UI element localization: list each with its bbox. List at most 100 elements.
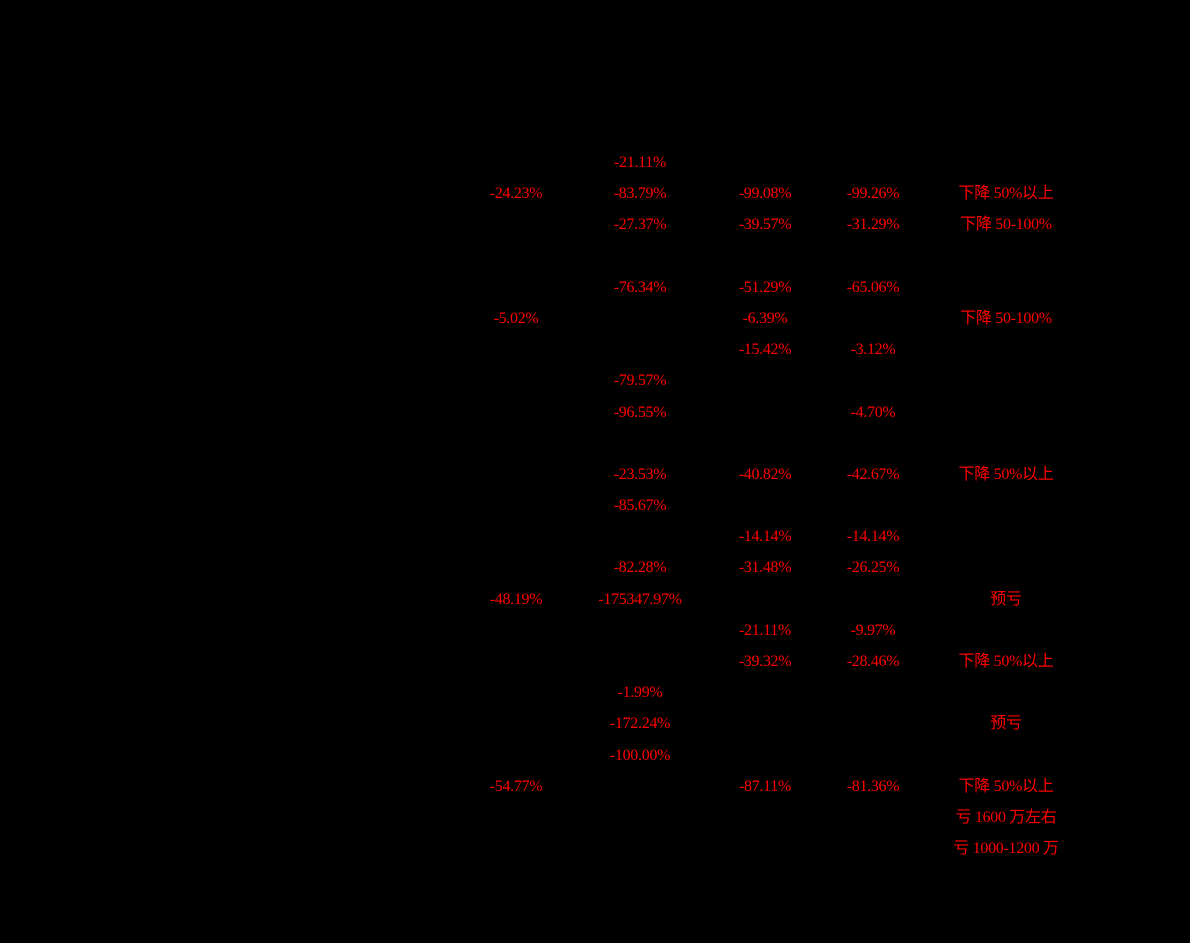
col-5-forecast xyxy=(931,334,1081,365)
col-5-forecast xyxy=(931,241,1081,272)
col-2-value: -21.11% xyxy=(614,154,666,171)
table-row: -85.67% xyxy=(0,490,1190,521)
col-2-value: -23.53% xyxy=(613,465,667,483)
col-4-value xyxy=(813,677,933,708)
col-5-forecast xyxy=(931,397,1081,428)
table-row: -23.53% -40.82% -42.67% 下降 50%以上 xyxy=(0,459,1190,490)
col-4-value: -9.97% xyxy=(850,621,896,639)
col-3-value: -40.82% xyxy=(738,465,792,483)
col-3-value: -21.11% xyxy=(739,621,791,639)
col-1-value xyxy=(456,833,576,864)
col-5-forecast: 预亏 xyxy=(990,590,1022,608)
col-2-value xyxy=(575,646,705,677)
financial-data-table: -21.11% -24.23% -83.79% -99.08% -99.26% 下降 50… xyxy=(0,147,1190,864)
col-1-value xyxy=(456,241,576,272)
col-3-value: -51.29% xyxy=(738,278,792,296)
col-5-forecast xyxy=(931,677,1081,708)
col-2-value: -1.99% xyxy=(617,684,663,702)
table-row: -5.02% -6.39% 下降 50-100% xyxy=(0,303,1190,334)
table-row: -15.42% -3.12% xyxy=(0,334,1190,365)
col-5-forecast: 预亏 xyxy=(990,715,1022,733)
col-1-value: -24.23% xyxy=(489,185,543,203)
col-4-value xyxy=(813,241,933,272)
col-2-value: -175347.97% xyxy=(598,590,682,608)
col-3-value xyxy=(705,802,825,833)
col-1-value xyxy=(456,646,576,677)
col-1-value: -5.02% xyxy=(493,309,539,327)
col-3-value xyxy=(705,241,825,272)
col-5-forecast xyxy=(931,740,1081,771)
table-row: -27.37% -39.57% -31.29% 下降 50-100% xyxy=(0,209,1190,240)
col-4-value xyxy=(813,802,933,833)
col-4-value: -31.29% xyxy=(846,216,900,234)
col-3-value: -99.08% xyxy=(738,185,792,203)
table-row xyxy=(0,241,1190,272)
col-5-forecast: 下降 50%以上 xyxy=(958,777,1054,795)
col-2-value: -79.57% xyxy=(613,372,667,390)
col-3-value xyxy=(705,490,825,521)
col-5-forecast: 下降 50-100% xyxy=(960,216,1052,234)
table-row: -39.32% -28.46% 下降 50%以上 xyxy=(0,646,1190,677)
col-2-value xyxy=(575,833,705,864)
col-3-value xyxy=(705,708,825,739)
col-1-value: -54.77% xyxy=(489,777,543,795)
col-3-value: -15.42% xyxy=(738,341,792,359)
col-5-forecast: 下降 50-100% xyxy=(960,309,1052,327)
col-4-value: -3.12% xyxy=(850,341,896,359)
col-5-forecast xyxy=(931,147,1081,178)
table-row: -48.19% -175347.97% 预亏 xyxy=(0,584,1190,615)
table-row: 亏 1600 万左右 xyxy=(0,802,1190,833)
col-2-value xyxy=(575,521,705,552)
col-4-value xyxy=(813,708,933,739)
col-3-value xyxy=(705,833,825,864)
table-row: -14.14% -14.14% xyxy=(0,521,1190,552)
col-2-value: -96.55% xyxy=(613,403,667,421)
col-1-value xyxy=(456,802,576,833)
col-4-value: -14.14% xyxy=(846,528,900,546)
col-3-value xyxy=(705,365,825,396)
col-1-value xyxy=(456,334,576,365)
col-1-value xyxy=(456,615,576,646)
col-4-value: -81.36% xyxy=(846,777,900,795)
col-3-value: -87.11% xyxy=(739,777,791,795)
table-row xyxy=(0,428,1190,459)
col-2-value: -27.37% xyxy=(613,216,667,234)
col-2-value: -76.34% xyxy=(613,278,667,296)
col-2-value: -172.24% xyxy=(609,715,671,733)
table-row: -1.99% xyxy=(0,677,1190,708)
table-row: -100.00% xyxy=(0,740,1190,771)
col-1-value xyxy=(456,209,576,240)
col-1-value: -48.19% xyxy=(489,590,543,608)
col-1-value xyxy=(456,490,576,521)
col-4-value xyxy=(813,490,933,521)
col-3-value xyxy=(705,677,825,708)
col-5-forecast: 亏 1000-1200 万 xyxy=(953,840,1059,858)
col-1-value xyxy=(456,397,576,428)
table-row: -24.23% -83.79% -99.08% -99.26% 下降 50%以上 xyxy=(0,178,1190,209)
col-5-forecast xyxy=(931,521,1081,552)
col-1-value xyxy=(456,740,576,771)
col-4-value: -4.70% xyxy=(850,403,896,421)
col-1-value xyxy=(456,521,576,552)
col-3-value xyxy=(705,428,825,459)
col-4-value xyxy=(813,584,933,615)
table-row: -54.77% -87.11% -81.36% 下降 50%以上 xyxy=(0,771,1190,802)
col-2-value: -85.67% xyxy=(613,497,667,515)
col-4-value: -99.26% xyxy=(846,185,900,203)
col-5-forecast: 下降 50%以上 xyxy=(958,653,1054,670)
col-1-value xyxy=(456,147,576,178)
col-3-value xyxy=(705,397,825,428)
col-5-forecast xyxy=(931,428,1081,459)
col-3-value xyxy=(705,740,825,771)
col-1-value xyxy=(456,459,576,490)
col-2-value: -100.00% xyxy=(609,746,671,764)
table-row: -21.11% -9.97% xyxy=(0,615,1190,646)
col-1-value xyxy=(456,272,576,303)
col-2-value xyxy=(575,303,705,334)
col-4-value xyxy=(813,833,933,864)
col-4-value xyxy=(813,740,933,771)
col-4-value xyxy=(813,365,933,396)
col-2-value xyxy=(575,334,705,365)
table-row: 亏 1000-1200 万 xyxy=(0,833,1190,864)
col-1-value xyxy=(456,428,576,459)
